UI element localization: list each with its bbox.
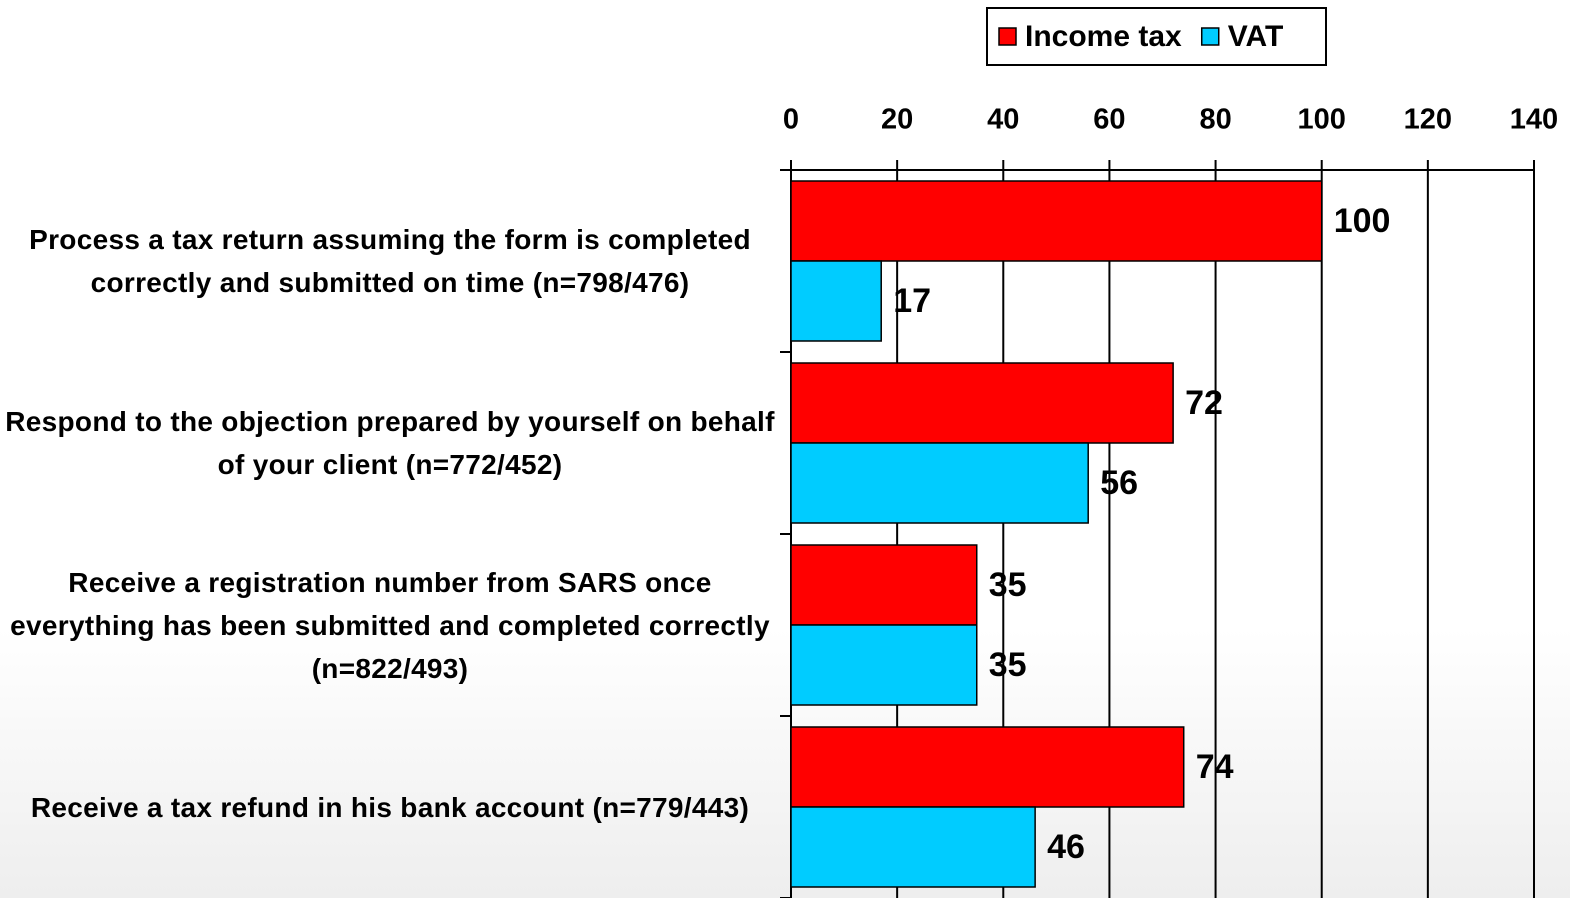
legend-label: Income tax <box>1025 20 1182 53</box>
bar <box>790 260 882 342</box>
bar <box>790 442 1089 524</box>
x-tick-label: 120 <box>1404 104 1452 136</box>
legend-box <box>986 7 1327 66</box>
x-tick-label: 80 <box>1199 104 1231 136</box>
x-tick-label: 100 <box>1298 104 1346 136</box>
category-label: Respond to the objection prepared by you… <box>5 406 775 480</box>
bar <box>790 624 978 706</box>
bar <box>790 544 978 626</box>
category-label: Receive a tax refund in his bank account… <box>30 791 750 823</box>
legend-swatch <box>1200 27 1220 46</box>
x-tick-label: 0 <box>783 104 799 136</box>
legend-swatch <box>998 27 1017 46</box>
value-label: 35 <box>989 646 1027 684</box>
value-label: 72 <box>1185 384 1223 422</box>
bar <box>790 362 1174 444</box>
x-tick-label: 140 <box>1510 104 1558 136</box>
value-label: 46 <box>1047 828 1085 866</box>
bar <box>790 180 1323 262</box>
x-tick-label: 40 <box>987 104 1019 136</box>
bar <box>790 806 1036 888</box>
category-label: Receive a registration number from SARS … <box>10 566 770 684</box>
value-label: 56 <box>1100 464 1138 502</box>
x-tick-label: 60 <box>1093 104 1125 136</box>
x-tick-label: 20 <box>881 104 913 136</box>
bar <box>790 726 1185 808</box>
value-label: 35 <box>989 566 1027 604</box>
value-label: 100 <box>1334 202 1391 240</box>
value-label: 17 <box>893 282 931 320</box>
value-label: 74 <box>1196 748 1234 786</box>
legend-label: VAT <box>1228 20 1284 53</box>
category-label: Process a tax return assuming the form i… <box>29 224 751 298</box>
